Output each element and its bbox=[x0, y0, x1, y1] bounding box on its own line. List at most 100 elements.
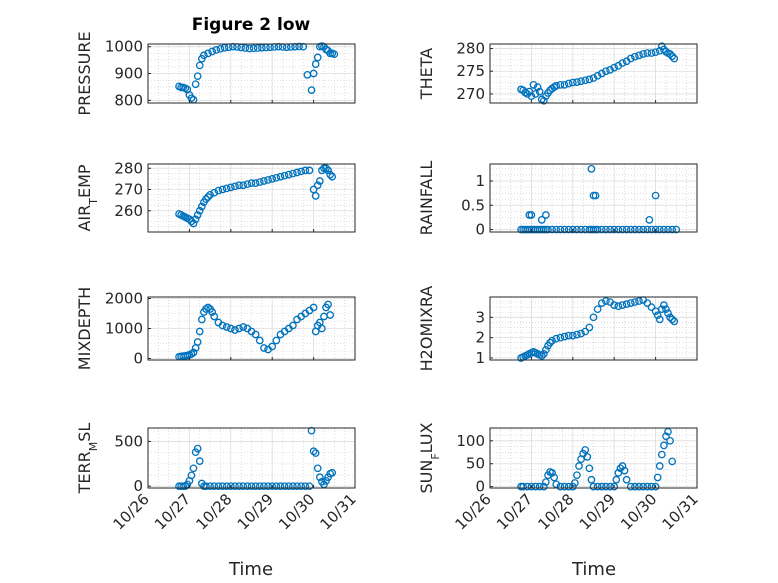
x-tick-label: 10/30 bbox=[617, 490, 660, 533]
data-point bbox=[647, 303, 656, 312]
data-point bbox=[614, 302, 623, 310]
data-point bbox=[622, 225, 631, 234]
x-tick-label: 10/28 bbox=[534, 490, 577, 533]
data-point bbox=[542, 211, 550, 219]
data-point bbox=[222, 482, 231, 491]
data-point bbox=[612, 475, 621, 484]
y-axis-label: SUNFLUX bbox=[417, 422, 442, 493]
data-point bbox=[193, 211, 202, 219]
data-point bbox=[556, 80, 565, 89]
data-point bbox=[635, 482, 643, 491]
data-point bbox=[189, 219, 198, 228]
data-point bbox=[577, 329, 585, 338]
y-axis-label: AIRTEMP bbox=[75, 164, 100, 231]
data-point bbox=[189, 464, 198, 473]
data-point bbox=[231, 182, 239, 191]
x-tick-label: 10/26 bbox=[110, 490, 153, 533]
data-point bbox=[597, 482, 606, 491]
y-tick-label: 0 bbox=[133, 477, 143, 495]
x-tick-label: 10/29 bbox=[576, 490, 619, 533]
y-tick-label: 0 bbox=[133, 350, 143, 368]
axes-box bbox=[489, 296, 698, 361]
data-point bbox=[647, 225, 656, 234]
data-point bbox=[204, 193, 212, 201]
data-point bbox=[313, 53, 322, 62]
data-point bbox=[301, 482, 310, 491]
data-point bbox=[643, 225, 652, 234]
data-point bbox=[253, 44, 262, 52]
data-point bbox=[602, 297, 610, 305]
data-point bbox=[229, 42, 237, 51]
data-point bbox=[660, 441, 668, 450]
data-point bbox=[322, 164, 330, 173]
data-point bbox=[635, 51, 643, 60]
y-axis-label: RAINFALL bbox=[417, 161, 436, 236]
data-point bbox=[643, 482, 652, 491]
data-point bbox=[235, 482, 243, 491]
y-tick-label: 270 bbox=[456, 85, 485, 103]
data-point bbox=[597, 299, 606, 307]
data-point bbox=[602, 482, 610, 491]
data-point bbox=[257, 43, 266, 52]
data-point bbox=[552, 81, 561, 90]
data-point bbox=[295, 42, 303, 51]
data-point bbox=[662, 432, 670, 441]
y-axis-label: TERRMSL bbox=[75, 423, 100, 495]
data-point bbox=[241, 44, 250, 52]
y-tick-label: 100 bbox=[456, 432, 485, 450]
data-point bbox=[297, 482, 306, 491]
data-point bbox=[313, 181, 322, 190]
data-point bbox=[618, 462, 627, 470]
y-tick-label: 275 bbox=[456, 62, 485, 80]
data-point bbox=[247, 482, 256, 491]
data-point bbox=[251, 179, 260, 187]
y-tick-label: 2 bbox=[475, 329, 485, 347]
data-point bbox=[614, 225, 623, 234]
y-tick-label: 280 bbox=[456, 40, 485, 58]
data-point bbox=[651, 191, 660, 200]
data-point bbox=[626, 54, 635, 63]
data-point bbox=[245, 44, 254, 53]
x-axis-label-left: Time bbox=[228, 559, 273, 580]
data-point bbox=[670, 317, 679, 326]
data-point bbox=[556, 225, 565, 234]
data-point bbox=[309, 447, 318, 456]
data-point bbox=[243, 180, 252, 189]
data-point bbox=[610, 225, 619, 234]
data-point bbox=[264, 482, 272, 491]
data-point bbox=[546, 338, 554, 347]
data-point bbox=[533, 83, 542, 91]
y-tick-label: 1 bbox=[475, 172, 485, 190]
x-tick-label: 10/28 bbox=[192, 490, 235, 533]
data-point bbox=[187, 471, 196, 480]
data-point bbox=[251, 330, 260, 339]
data-point bbox=[195, 206, 204, 215]
data-point bbox=[639, 225, 648, 234]
axes-box bbox=[147, 427, 356, 489]
data-point bbox=[315, 177, 324, 185]
data-point bbox=[529, 80, 538, 89]
x-tick-label: 10/29 bbox=[234, 490, 277, 533]
data-point bbox=[324, 300, 332, 309]
data-point bbox=[635, 225, 643, 234]
data-point bbox=[583, 453, 592, 461]
data-point bbox=[204, 303, 212, 312]
figure-title: Figure 2 low bbox=[192, 15, 311, 35]
data-point bbox=[218, 321, 227, 330]
data-point bbox=[293, 168, 301, 177]
axes-box bbox=[489, 163, 698, 233]
subplot-4: 0 0.5 1 RAINFALL bbox=[417, 161, 698, 239]
data-point bbox=[606, 482, 614, 491]
data-point bbox=[187, 94, 196, 103]
x-tick-label: 10/31 bbox=[659, 490, 702, 533]
y-axis-label: THETA bbox=[417, 48, 436, 100]
data-point bbox=[560, 332, 569, 341]
data-point bbox=[208, 308, 217, 316]
data-point bbox=[653, 311, 662, 320]
subplot-3: 260 270 280 AIRTEMP bbox=[75, 159, 356, 233]
data-point bbox=[577, 225, 585, 234]
data-point bbox=[519, 482, 527, 491]
data-point bbox=[645, 216, 654, 224]
data-point bbox=[226, 324, 235, 333]
